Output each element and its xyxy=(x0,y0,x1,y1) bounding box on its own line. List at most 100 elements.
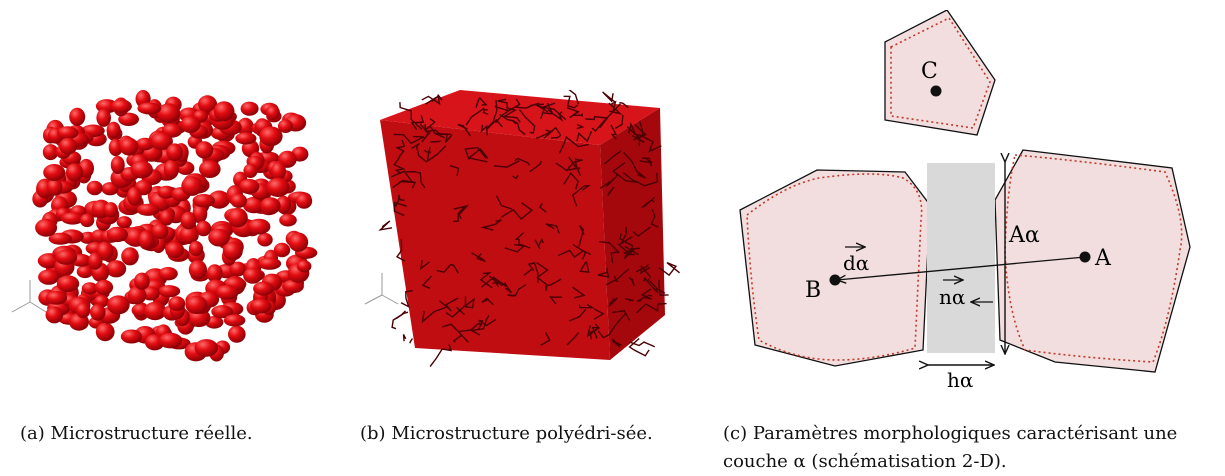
grain-facets xyxy=(378,86,681,368)
facet-edge xyxy=(555,159,583,172)
grain xyxy=(195,141,214,159)
grain xyxy=(206,264,223,283)
facet-edge xyxy=(507,284,527,297)
caption-b: (b) Microstructure polyédri-sée. xyxy=(360,420,675,448)
axes-triad-icon xyxy=(11,280,47,313)
facet-edge xyxy=(475,98,480,108)
facet-edge xyxy=(449,164,460,176)
grain xyxy=(228,325,246,343)
facet-edge xyxy=(464,146,487,160)
grain xyxy=(150,132,173,150)
grain xyxy=(181,176,203,196)
grain xyxy=(199,160,221,178)
grain xyxy=(192,203,208,224)
facet-edge xyxy=(639,134,662,153)
morphology-schematic: C B A Aα dα nα hα xyxy=(725,9,1205,392)
facet-edge xyxy=(409,338,414,344)
facet-edge xyxy=(545,223,560,234)
grain xyxy=(271,161,286,181)
grain xyxy=(96,108,111,127)
grain xyxy=(266,177,290,197)
facet-edge xyxy=(402,334,407,342)
facet-edge xyxy=(585,115,609,129)
facet-edge xyxy=(477,318,497,331)
facet-edge xyxy=(612,162,639,183)
facet-edge xyxy=(540,331,551,346)
grain xyxy=(278,119,293,133)
grain xyxy=(94,279,114,295)
facet-edge xyxy=(462,296,475,309)
facet-edge xyxy=(639,158,653,164)
facet-edge xyxy=(543,126,562,139)
grain xyxy=(45,306,64,324)
facet-edge xyxy=(625,298,634,302)
facet-edge xyxy=(394,194,405,207)
facet-edge xyxy=(658,279,669,296)
grain-c: C xyxy=(884,9,996,136)
real-microstructure-image xyxy=(0,70,320,370)
facet-edge xyxy=(613,275,619,283)
grain xyxy=(38,269,60,285)
facet-edge xyxy=(523,268,532,276)
grain xyxy=(110,99,132,114)
grain xyxy=(158,267,178,281)
grain xyxy=(296,260,312,273)
facet-edge xyxy=(467,148,489,163)
grain xyxy=(229,261,247,277)
facet-edge xyxy=(566,106,580,119)
facet-edge xyxy=(617,243,641,256)
grain xyxy=(61,212,85,225)
grain xyxy=(188,241,204,257)
grain xyxy=(118,112,139,126)
caption-a: (a) Microstructure réelle. xyxy=(20,420,320,448)
facet-edge xyxy=(619,101,629,109)
polyhedral-microstructure-image xyxy=(360,86,681,370)
facet-edge xyxy=(624,245,639,256)
grain xyxy=(185,295,208,315)
grain xyxy=(95,322,115,342)
grain xyxy=(179,226,199,244)
grain xyxy=(90,303,106,321)
facet-edge xyxy=(421,275,432,289)
grain xyxy=(260,197,281,215)
facet-edge xyxy=(593,308,605,320)
facet-edge xyxy=(597,267,610,278)
grain xyxy=(227,207,248,228)
facet-edge xyxy=(591,323,601,339)
grain xyxy=(103,202,118,218)
facet-edge xyxy=(421,94,443,106)
grain xyxy=(192,194,215,208)
grain xyxy=(86,180,103,196)
grain xyxy=(157,185,176,199)
facet-edge xyxy=(540,102,567,121)
grain xyxy=(158,332,183,349)
grain xyxy=(110,156,125,174)
facet-edge xyxy=(628,337,650,357)
facet-edge xyxy=(565,86,580,105)
facet-edge xyxy=(538,203,547,213)
grain xyxy=(42,144,59,161)
grain xyxy=(134,272,150,290)
facet-edge xyxy=(411,142,427,163)
grain xyxy=(273,242,291,258)
facet-edge xyxy=(642,157,653,167)
facet-edge xyxy=(534,238,544,250)
facet-edge xyxy=(420,260,430,270)
grain xyxy=(127,186,142,206)
facet-edge xyxy=(573,113,584,117)
facet-edge xyxy=(518,109,536,134)
grain xyxy=(163,159,180,179)
facet-edge xyxy=(576,123,585,130)
grain-c-label: C xyxy=(921,59,938,84)
facet-edge xyxy=(393,156,406,175)
facet-edge xyxy=(471,252,487,263)
thickness-label: hα xyxy=(947,368,973,390)
facet-edge xyxy=(576,131,593,143)
grain xyxy=(180,211,197,230)
facet-edge xyxy=(618,226,633,246)
area-label: Aα xyxy=(1008,223,1040,248)
facet-edge xyxy=(640,288,652,300)
grain xyxy=(215,284,239,300)
facet-edge xyxy=(602,91,616,103)
grain xyxy=(158,285,181,298)
